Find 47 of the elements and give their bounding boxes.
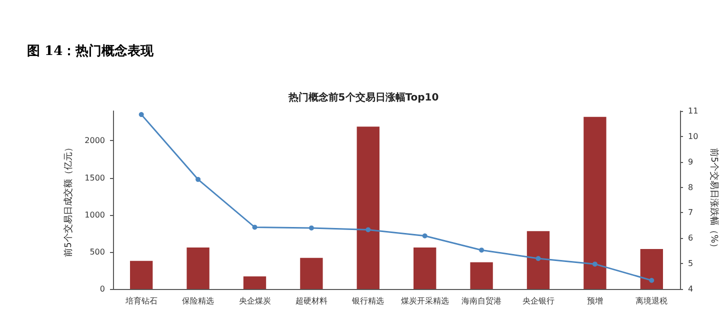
x-tick-label: 保险精选: [182, 296, 214, 306]
y2-axis-title: 前5个交易日涨跌幅（%）: [708, 148, 720, 252]
bar: [300, 258, 323, 289]
y2-tick-label: 7: [688, 208, 694, 218]
point: [252, 224, 258, 230]
bar: [186, 247, 210, 289]
point: [196, 176, 201, 182]
x-tick-label: 煤炭开采精选: [400, 296, 449, 306]
y2-tick-label: 9: [688, 157, 694, 166]
y-tick-label: 2000: [84, 136, 105, 146]
bar: [414, 247, 436, 289]
bar: [640, 248, 663, 289]
y2-tick-label: 8: [688, 182, 694, 192]
point: [422, 233, 428, 238]
y2-tick-label: 10: [688, 132, 698, 141]
y2-tick-label: 4: [688, 284, 694, 294]
point: [536, 256, 541, 261]
y-axis-title: 前5个交易日成交额（亿元）: [63, 143, 74, 257]
x-tick-label: 离境退税: [636, 296, 668, 306]
bar: [584, 116, 606, 289]
x-tick-label: 银行精选: [351, 296, 384, 306]
y-tick-label: 1500: [84, 173, 105, 182]
x-tick-label: 超硬材料: [295, 296, 328, 306]
y2-tick-label: 6: [688, 234, 694, 243]
point: [592, 262, 598, 267]
x-tick-label: 央企煤炭: [238, 296, 271, 306]
chart-title: 图 14：热门概念表现: [27, 43, 155, 59]
x-tick-label: 央企银行: [522, 296, 554, 306]
point: [479, 248, 484, 253]
y2-tick-label: 11: [688, 106, 698, 116]
point: [138, 112, 144, 118]
x-tick-label: 预增: [586, 296, 603, 306]
point: [308, 225, 314, 230]
x-tick-label: 培育钻石: [124, 296, 158, 306]
bar: [356, 126, 380, 289]
bar: [130, 260, 153, 289]
point: [366, 227, 371, 232]
point: [649, 278, 654, 283]
bar: [526, 231, 550, 289]
bar: [243, 276, 266, 289]
x-tick-label: 海南自贸港: [462, 296, 502, 306]
y-tick-label: 1000: [84, 210, 105, 220]
y-tick-label: 0: [100, 284, 105, 294]
bar: [470, 262, 493, 289]
chart-subtitle: 热门概念前5个交易日涨幅Top10: [287, 92, 439, 104]
y2-tick-label: 5: [688, 259, 694, 268]
y-tick-label: 500: [90, 247, 105, 256]
